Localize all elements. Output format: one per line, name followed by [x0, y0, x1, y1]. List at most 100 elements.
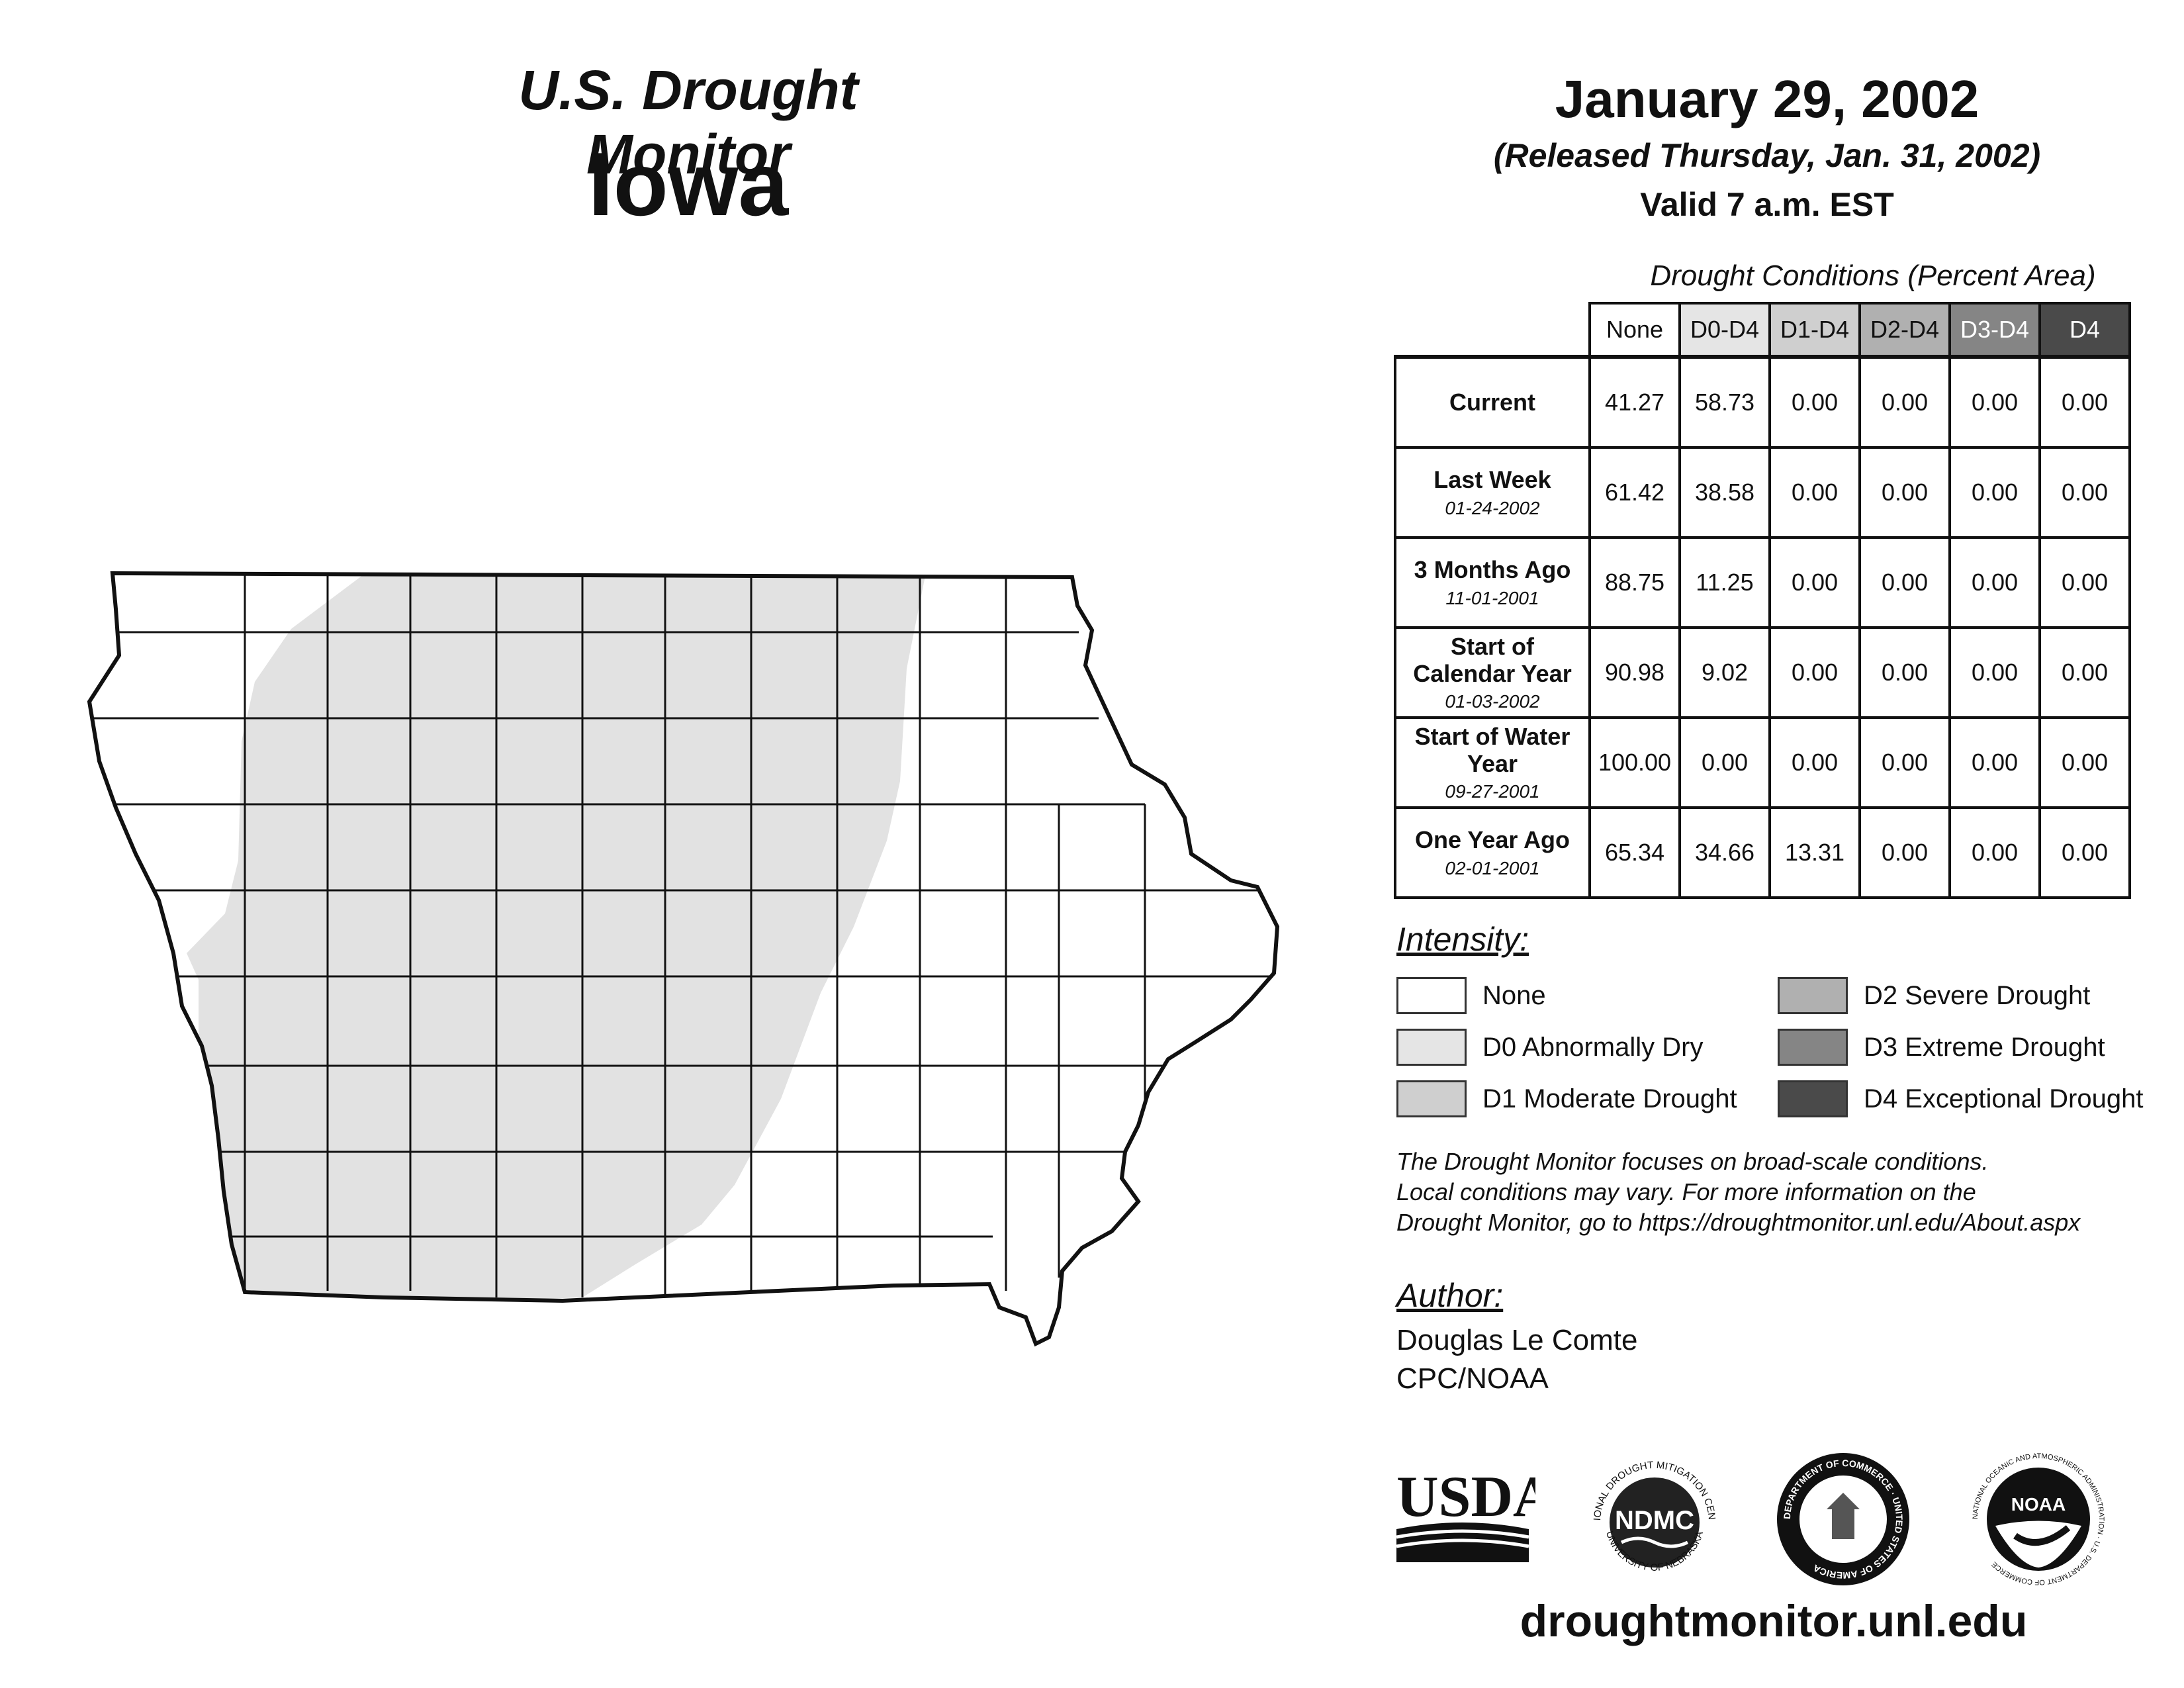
table-cell: 0.00	[2038, 806, 2131, 899]
iowa-state-border	[87, 571, 1280, 1347]
row-label-text: 3 Months Ago	[1414, 556, 1571, 584]
table-cell: 0.00	[2038, 446, 2131, 539]
row-label-text: Start of Water Year	[1414, 722, 1570, 777]
table-cell: 0.00	[1768, 355, 1861, 449]
legend-label: D2 Severe Drought	[1864, 980, 2091, 1010]
table-cell: 0.00	[1768, 626, 1861, 719]
legend-item-d0: D0 Abnormally Dry	[1396, 1029, 1703, 1066]
col-header-none: None	[1588, 302, 1681, 358]
row-label-text: Current	[1449, 389, 1535, 416]
eagle-shield-icon	[1827, 1493, 1860, 1539]
state-name: Iowa	[588, 134, 789, 234]
legend-label: D4 Exceptional Drought	[1864, 1084, 2144, 1113]
table-cell: 0.00	[2038, 716, 2131, 809]
col-header-d1-d4: D1-D4	[1768, 302, 1861, 358]
row-label-text: Start of Calendar Year	[1413, 632, 1572, 687]
row-label: Last Week 01-24-2002	[1394, 446, 1591, 539]
table-cell: 0.00	[1858, 536, 1951, 629]
author-name: Douglas Le Comte	[1396, 1324, 1638, 1356]
col-header-d3-d4: D3-D4	[1948, 302, 2041, 358]
author-org: CPC/NOAA	[1396, 1362, 1549, 1395]
legend-label: D3 Extreme Drought	[1864, 1032, 2105, 1062]
noaa-logo: NATIONAL OCEANIC AND ATMOSPHERIC ADMINIS…	[1972, 1452, 2105, 1586]
col-header-d0-d4: D0-D4	[1678, 302, 1771, 358]
col-header-d4: D4	[2038, 302, 2131, 358]
author-heading: Author:	[1396, 1277, 1504, 1314]
table-cell: 0.00	[1858, 446, 1951, 539]
drought-conditions-table: None D0-D4 D1-D4 D2-D4 D3-D4 D4 Current …	[1394, 302, 2131, 899]
table-cell: 0.00	[1948, 355, 2041, 449]
table-cell: 11.25	[1678, 536, 1771, 629]
row-label: Start of Water Year 09-27-2001	[1394, 716, 1591, 809]
table-row: 3 Months Ago 11-01-2001 88.75 11.25 0.00 …	[1394, 536, 2131, 629]
table-cell: 0.00	[1948, 446, 2041, 539]
footer-url[interactable]: droughtmonitor.unl.edu	[1520, 1596, 2028, 1646]
noaa-logo-text: NOAA	[2011, 1494, 2066, 1515]
table-row: Start of Calendar Year 01-03-2002 90.98 9…	[1394, 626, 2131, 719]
map-date: January 29, 2002	[1555, 70, 1979, 128]
table-cell: 100.00	[1588, 716, 1681, 809]
table-cell: 9.02	[1678, 626, 1771, 719]
row-label: Current	[1394, 355, 1591, 449]
legend-label: None	[1482, 980, 1546, 1010]
legend-item-d3: D3 Extreme Drought	[1778, 1029, 2105, 1066]
table-row: Last Week 01-24-2002 61.42 38.58 0.00 0.0…	[1394, 446, 2131, 539]
row-date: 01-03-2002	[1445, 691, 1540, 712]
table-cell: 0.00	[1858, 806, 1951, 899]
table-cell: 0.00	[1858, 626, 1951, 719]
disclaimer-note: The Drought Monitor focuses on broad-sca…	[1396, 1147, 2177, 1238]
table-cell: 34.66	[1678, 806, 1771, 899]
table-cell: 0.00	[2038, 626, 2131, 719]
table-cell: 0.00	[1948, 536, 2041, 629]
legend-title: Intensity:	[1396, 921, 1529, 958]
row-date: 11-01-2001	[1445, 587, 1539, 608]
legend-label: D0 Abnormally Dry	[1482, 1032, 1704, 1062]
legend-swatch	[1396, 977, 1467, 1014]
table-cell: 0.00	[1858, 716, 1951, 809]
usda-logo-text: USDA	[1396, 1465, 1535, 1529]
row-date: 01-24-2002	[1445, 497, 1540, 518]
legend-swatch	[1778, 977, 1848, 1014]
table-cell: 0.00	[1678, 716, 1771, 809]
table-header-row: None D0-D4 D1-D4 D2-D4 D3-D4 D4	[1395, 302, 2131, 358]
legend-swatch	[1396, 1029, 1467, 1066]
table-caption: Drought Conditions (Percent Area)	[1650, 259, 2096, 292]
table-cell: 61.42	[1588, 446, 1681, 539]
release-date: (Released Thursday, Jan. 31, 2002)	[1493, 137, 2041, 174]
note-line: Local conditions may vary. For more info…	[1396, 1178, 1976, 1205]
legend-item-none: None	[1396, 977, 1546, 1014]
table-cell: 0.00	[1768, 536, 1861, 629]
row-label: One Year Ago 02-01-2001	[1394, 806, 1591, 899]
legend-swatch	[1778, 1029, 1848, 1066]
row-label-text: One Year Ago	[1414, 826, 1570, 854]
table-cell: 0.00	[1948, 806, 2041, 899]
table-cell: 90.98	[1588, 626, 1681, 719]
table-cell: 0.00	[1858, 355, 1951, 449]
department-of-commerce-seal: DEPARTMENT OF COMMERCE · UNITED STATES O…	[1777, 1453, 1909, 1585]
table-cell: 0.00	[1768, 446, 1861, 539]
noaa-bird-icon	[2013, 1525, 2071, 1546]
table-cell: 0.00	[2038, 536, 2131, 629]
ndmc-logo: NATIONAL DROUGHT MITIGATION CENTER UNIVE…	[1582, 1450, 1717, 1573]
legend-label: D1 Moderate Drought	[1482, 1084, 1737, 1113]
legend-item-d1: D1 Moderate Drought	[1396, 1080, 1737, 1117]
table-cell: 0.00	[1768, 716, 1861, 809]
table-cell: 0.00	[1948, 626, 2041, 719]
map-title: U.S. Drought Monitor	[518, 59, 858, 185]
row-label: Start of Calendar Year 01-03-2002	[1394, 626, 1591, 719]
table-cell: 58.73	[1678, 355, 1771, 449]
table-corner	[1395, 303, 1590, 357]
usda-logo: USDA	[1396, 1465, 1535, 1562]
iowa-drought-map	[87, 571, 1280, 1347]
row-date: 02-01-2001	[1445, 857, 1540, 878]
table-cell: 65.34	[1588, 806, 1681, 899]
col-header-d2-d4: D2-D4	[1858, 302, 1951, 358]
table-row: Current 41.27 58.73 0.00 0.00 0.00 0.00	[1394, 355, 2131, 449]
table-row: One Year Ago 02-01-2001 65.34 34.66 13.31…	[1394, 806, 2131, 899]
legend-swatch	[1396, 1080, 1467, 1117]
table-row: Start of Water Year 09-27-2001 100.00 0.0…	[1394, 716, 2131, 809]
row-label-text: Last Week	[1433, 466, 1551, 494]
ndmc-logo-text: NDMC	[1615, 1506, 1694, 1535]
row-label: 3 Months Ago 11-01-2001	[1394, 536, 1591, 629]
table-cell: 38.58	[1678, 446, 1771, 539]
